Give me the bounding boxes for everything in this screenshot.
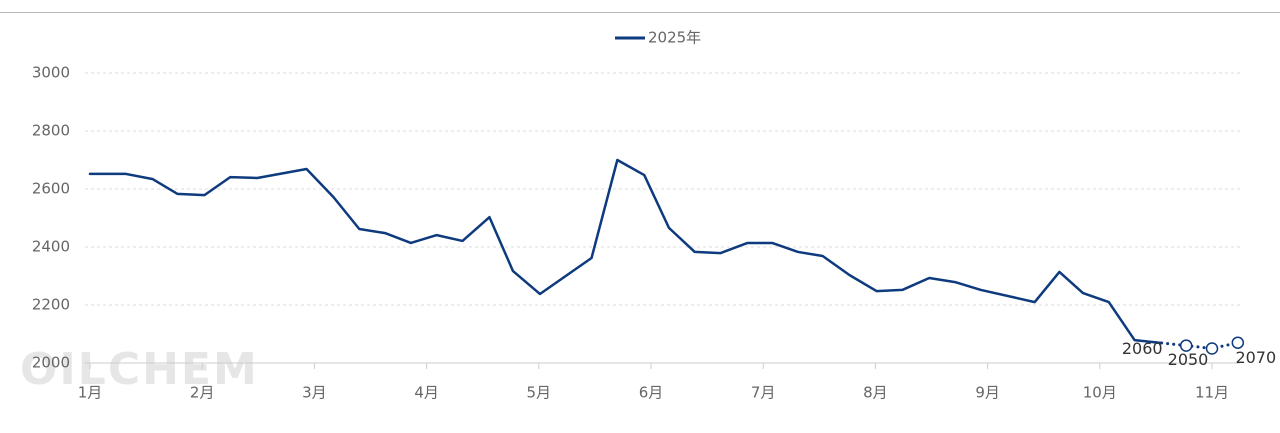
y-tick-label: 2400 (32, 238, 70, 256)
x-tick-label: 4月 (414, 384, 439, 402)
data-label: 2070 (1235, 348, 1276, 367)
x-tick-label: 6月 (639, 384, 664, 402)
x-tick-label: 5月 (527, 384, 552, 402)
series-line (1160, 341, 1240, 350)
watermark: OILCHEM (20, 344, 259, 395)
x-tick-label: 2月 (190, 384, 215, 402)
y-tick-label: 2000 (32, 354, 70, 372)
x-tick-label: 11月 (1195, 384, 1229, 402)
data-label: 2050 (1168, 350, 1209, 369)
y-tick-label: 3000 (32, 64, 70, 82)
y-tick-label: 2800 (32, 122, 70, 140)
y-tick-label: 2200 (32, 296, 70, 314)
x-tick-label: 1月 (78, 384, 103, 402)
x-tick-label: 10月 (1083, 384, 1117, 402)
point-marker (1231, 336, 1245, 349)
x-tick-label: 7月 (751, 384, 776, 402)
point-marker (1179, 339, 1193, 352)
y-tick-label: 2600 (32, 180, 70, 198)
data-label: 2060 (1122, 339, 1163, 358)
legend-label: 2025年 (648, 29, 701, 47)
series-line (88, 158, 1163, 345)
x-tick-label: 9月 (975, 384, 1000, 402)
x-tick-label: 8月 (863, 384, 888, 402)
x-tick-label: 3月 (302, 384, 327, 402)
point-marker (1205, 342, 1219, 355)
